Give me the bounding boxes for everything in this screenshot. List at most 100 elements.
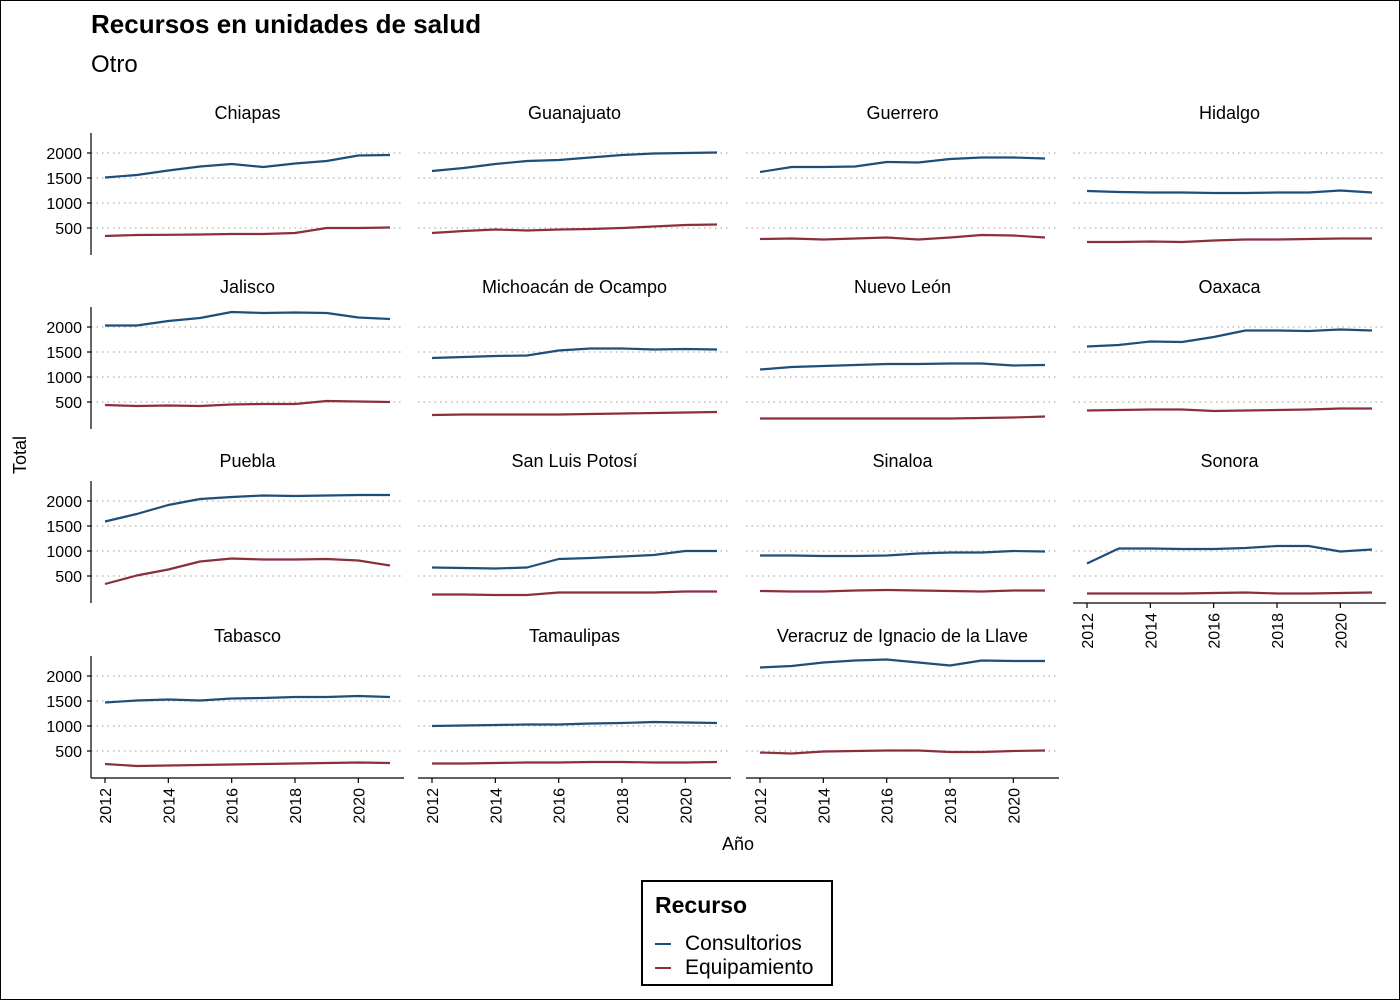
y-tick-label: 1500 [46,694,82,711]
x-tick-label: 2016 [225,788,242,824]
series-line-equipamiento [104,399,391,408]
y-tick-label: 500 [55,569,82,586]
panel-title: Sonora [1200,451,1259,471]
x-tick-label: 2014 [816,788,833,824]
series-line-equipamiento [104,226,391,238]
panel-title: Chiapas [214,103,280,123]
legend-item-equipamiento: Equipamiento [655,956,813,980]
x-tick-label: 2012 [1080,613,1097,649]
x-tick-label: 2018 [943,788,960,824]
panel-tabasco: Tabasco 500 1000 1500 2000 2012 2014 2016 2018 20… [46,626,404,824]
series-line-equipamiento [1086,407,1372,413]
x-tick-label: 2020 [1006,788,1023,824]
panel-chiapas: Chiapas 500 1000 1500 2000 [46,103,404,255]
x-tick-label: 2016 [880,788,897,824]
x-tick-label: 2012 [98,788,115,824]
series-line-consultorios [431,347,718,360]
panel-title: Sinaloa [872,451,933,471]
panel-sinaloa: Sinaloa [746,451,1059,593]
panel-title: Nuevo León [854,277,951,297]
x-tick-label: 2012 [425,788,442,824]
panel-michoacan-de-ocampo: Michoacán de Ocampo [418,277,731,417]
panel-title: Michoacán de Ocampo [482,277,667,297]
x-tick-label: 2018 [615,788,632,824]
facet-panels: Chiapas 500 1000 1500 2000 Guanajuato Guerrero… [46,103,1386,824]
series-line-equipamiento [432,590,717,597]
series-line-consultorios [759,658,1045,669]
series-line-consultorios [431,720,718,728]
series-line-equipamiento [104,557,391,586]
x-tick-label: 2018 [288,788,305,824]
y-tick-label: 2000 [46,494,82,511]
panel-title: Jalisco [220,277,275,297]
x-tick-label: 2012 [753,788,770,824]
x-tick-label: 2016 [552,788,569,824]
panel-title: Tabasco [214,626,281,646]
series-line-consultorios [104,153,391,179]
y-tick-label: 1000 [46,544,82,561]
panel-veracruz-de-ignacio-de-la-llave: Veracruz de Ignacio de la Llave 2012 2014 2… [746,626,1059,824]
panel-guanajuato: Guanajuato [418,103,731,235]
panel-hidalgo: Hidalgo [1073,103,1386,244]
legend-label-consultorios: Consultorios [685,932,802,955]
series-line-consultorios [1086,328,1373,348]
chart-title: Recursos en unidades de salud [91,9,481,39]
y-tick-label: 1000 [46,719,82,736]
series-line-equipamiento [432,760,718,765]
panel-title: Tamaulipas [529,626,620,646]
series-line-consultorios [104,694,391,704]
series-line-equipamiento [759,233,1046,241]
panel-tamaulipas: Tamaulipas 2012 2014 2016 2018 2020 [418,626,731,824]
x-tick-label: 2016 [1207,613,1224,649]
legend-label-equipamiento: Equipamiento [685,956,814,979]
series-line-consultorios [431,151,718,173]
series-line-equipamiento [431,223,718,235]
legend-title: Recurso [655,892,748,918]
panel-title: Guanajuato [528,103,621,123]
x-tick-label: 2014 [488,788,505,824]
panel-guerrero: Guerrero [746,103,1059,241]
series-line-consultorios [760,549,1046,558]
series-line-consultorios [759,362,1046,371]
series-line-equipamiento [1087,237,1372,244]
panel-title: San Luis Potosí [511,451,637,471]
y-tick-label: 1500 [46,171,82,188]
y-tick-label: 1500 [46,519,82,536]
x-tick-label: 2020 [351,788,368,824]
series-line-equipamiento [104,761,391,768]
y-tick-label: 1000 [46,196,82,213]
panel-oaxaca: Oaxaca [1073,277,1386,413]
series-line-equipamiento [1087,591,1373,595]
series-line-consultorios [1086,544,1373,565]
legend-item-consultorios: Consultorios [655,932,802,956]
panel-title: Oaxaca [1198,277,1261,297]
x-tick-label: 2014 [1143,613,1160,649]
series-line-consultorios [104,493,390,523]
series-line-consultorios [105,310,391,327]
x-tick-label: 2020 [1333,613,1350,649]
panel-sonora: Sonora 2012 2014 2016 2018 2020 [1073,451,1386,649]
panel-title: Puebla [219,451,276,471]
y-tick-label: 2000 [46,669,82,686]
series-line-equipamiento [759,749,1046,755]
panel-title: Hidalgo [1199,103,1260,123]
chart-subtitle: Otro [91,51,138,78]
panel-san-luis-potosi: San Luis Potosí [418,451,731,597]
y-tick-label: 500 [55,744,82,761]
panel-title: Veracruz de Ignacio de la Llave [777,626,1028,646]
y-tick-label: 2000 [46,320,82,337]
y-axis-label: Total [10,436,30,474]
x-tick-label: 2018 [1270,613,1287,649]
legend-key-consultorios [655,942,671,946]
series-line-equipamiento [760,415,1046,420]
y-tick-label: 500 [55,221,82,238]
x-tick-label: 2020 [678,788,695,824]
y-tick-label: 1000 [46,370,82,387]
x-axis-label: Año [722,834,754,854]
panel-puebla: Puebla 500 1000 1500 2000 [46,451,404,603]
x-tick-label: 2014 [161,788,178,824]
y-tick-label: 2000 [46,146,82,163]
series-line-consultorios [431,549,717,570]
legend-key-equipamiento [655,966,671,970]
